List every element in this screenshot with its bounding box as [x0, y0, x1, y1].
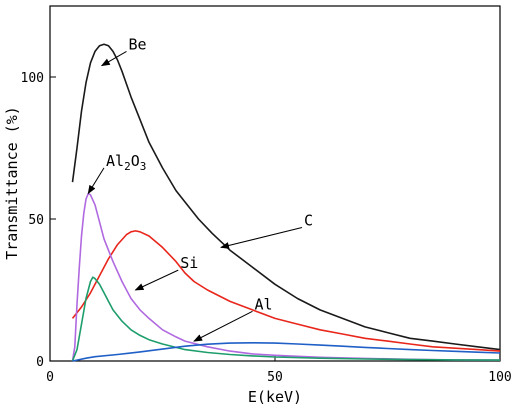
x-tick-label: 50: [267, 370, 283, 385]
axis-ticks: 0 50 100 0 50 100: [21, 71, 512, 385]
annotation-layer: Be Al2O3 C Si Al: [87, 35, 313, 342]
series-line-be: [71, 43, 501, 351]
y-tick-label: 100: [21, 71, 44, 86]
x-axis-title: E(keV): [248, 388, 302, 406]
y-tick-label: 0: [36, 355, 44, 370]
annotation-arrow: [87, 167, 105, 195]
y-axis-title: Transmittance (%): [3, 106, 21, 260]
annotation-arrow: [220, 227, 303, 249]
annotation-arrow: [134, 269, 179, 291]
x-tick-label: 100: [488, 370, 511, 385]
series-line-al: [72, 342, 501, 362]
annotation-label: Al2O3: [106, 152, 146, 173]
series-line-si: [71, 276, 501, 362]
series-layer: [71, 43, 501, 362]
annotation-arrow: [193, 310, 253, 342]
annotation-label: Al: [255, 295, 273, 313]
annotation-label: C: [304, 212, 313, 230]
series-line-al2o3: [71, 192, 501, 362]
x-tick-label: 0: [46, 370, 54, 385]
annotation-label: Be: [129, 35, 147, 53]
y-tick-label: 50: [28, 213, 44, 228]
series-line-c: [71, 230, 501, 352]
annotation-arrow: [100, 51, 127, 67]
annotation-label: Si: [180, 254, 198, 272]
